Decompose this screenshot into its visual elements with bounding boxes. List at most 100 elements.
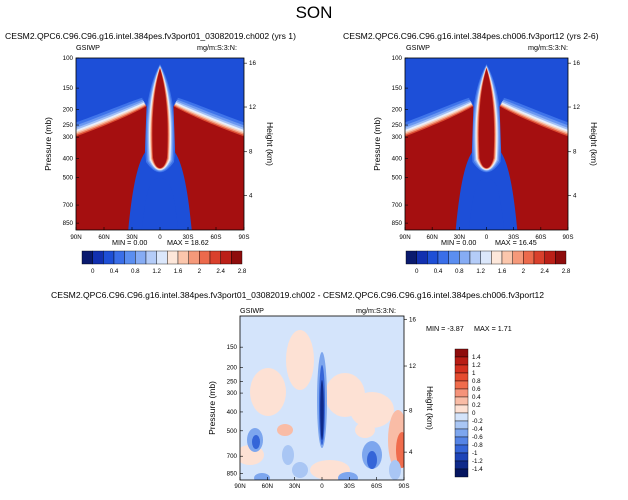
colorbar-abs-left-swatch-7 xyxy=(156,250,168,265)
panel3-warm-patch-1 xyxy=(286,330,314,390)
panel3-ytick-label-2: 250 xyxy=(227,379,238,386)
panel2-ytick-right-label-1: 12 xyxy=(573,104,580,111)
panel3-warm-patch-5 xyxy=(396,432,404,468)
panel3-plot-area xyxy=(240,316,404,480)
panel1-ytick-right-label-0: 16 xyxy=(249,60,256,67)
colorbar-abs-right-swatch-7 xyxy=(480,250,492,265)
colorbar-abs-right-swatch-1 xyxy=(416,250,428,265)
panel1-ytick-right-label-2: 8 xyxy=(249,149,253,156)
colorbar-abs-right-swatch-13 xyxy=(544,250,556,265)
panel2-center-gap xyxy=(468,178,505,230)
panel3-xtick-label-4: 30S xyxy=(344,483,355,490)
panel1-max-label: MAX = 18.62 xyxy=(167,238,209,247)
panel3-xtick-label-3: 0 xyxy=(320,483,324,490)
panel1-xtick-label-1: 60N xyxy=(98,234,109,241)
colorbar-abs-left-swatch-1 xyxy=(92,250,104,265)
colorbar-diff-label-6: 0.2 xyxy=(472,402,481,409)
panel1-ytick-label-3: 250 xyxy=(63,122,74,129)
panel3-max-label: MAX = 1.71 xyxy=(474,324,512,333)
panel1-xtick-label-3: 0 xyxy=(158,234,162,241)
colorbar-abs-right-swatch-5 xyxy=(459,250,471,265)
colorbar-abs-right-swatch-8 xyxy=(491,250,503,265)
panel3-left-label: GSIWP xyxy=(240,306,264,315)
panel3-warm-patch-8 xyxy=(277,424,293,436)
colorbar-abs-left-swatch-6 xyxy=(145,250,157,265)
colorbar-abs-right-label-0: 0 xyxy=(415,268,419,275)
panel3-ytick-right-label-3: 4 xyxy=(409,449,413,456)
colorbar-abs-right-label-7: 2.8 xyxy=(562,268,571,275)
panel3-xtick-label-2: 30N xyxy=(289,483,300,490)
panel2-ytick-label-2: 200 xyxy=(392,107,403,114)
colorbar-diff-label-1: 1.2 xyxy=(472,362,481,369)
panel1-ytick-label-2: 200 xyxy=(63,107,74,114)
colorbar-abs-left-swatch-11 xyxy=(199,250,211,265)
panel3-cold-patch-4 xyxy=(252,435,260,449)
panel3-min-label: MIN = -3.87 xyxy=(426,324,464,333)
colorbar-abs-left-label-0: 0 xyxy=(91,268,95,275)
panel3-ylabel: Pressure (mb) xyxy=(207,381,217,435)
colorbar-abs-right-label-2: 0.8 xyxy=(455,268,464,275)
panel2-ytick-label-1: 150 xyxy=(392,85,403,92)
panel1-xtick-label-5: 60S xyxy=(210,234,221,241)
colorbar-diff-label-13: -1.2 xyxy=(472,458,483,465)
panel3-ytick-right-label-1: 12 xyxy=(409,363,416,370)
colorbar-abs-left-label-6: 2.4 xyxy=(216,268,225,275)
panel1-center-gap xyxy=(141,178,179,230)
panel3-cold-patch-8 xyxy=(292,462,308,478)
panel3-xtick-label-0: 90N xyxy=(234,483,245,490)
colorbar-abs-right-label-5: 2 xyxy=(522,268,526,275)
colorbar-diff-label-14: -1.4 xyxy=(472,466,483,473)
colorbar-abs-left-swatch-5 xyxy=(135,250,147,265)
colorbar-abs-right-swatch-3 xyxy=(437,250,449,265)
panel2-xtick-label-2: 30N xyxy=(454,234,465,241)
panel1-ytick-right-label-3: 4 xyxy=(249,193,253,200)
colorbar-abs-left-swatch-0 xyxy=(81,250,93,265)
panel3-title: CESM2.QPC6.C96.C96.g16.intel.384pes.fv3p… xyxy=(51,290,545,300)
panel3-warm-patch-3 xyxy=(350,392,394,428)
colorbar-abs-right-label-4: 1.6 xyxy=(498,268,507,275)
panel1-plot-area xyxy=(76,58,244,230)
panel1-ytick-label-0: 100 xyxy=(63,55,74,62)
panel2-contour-left-7 xyxy=(405,106,474,230)
colorbar-diff-label-5: 0.4 xyxy=(472,394,481,401)
panel1-xtick-label-0: 90N xyxy=(70,234,81,241)
colorbar-diff-label-4: 0.6 xyxy=(472,386,481,393)
panel3-xtick-label-5: 60S xyxy=(371,483,382,490)
panel3-cold-patch-5 xyxy=(282,445,294,465)
panel3-cold-patch-10 xyxy=(389,460,401,480)
colorbar-abs-left-label-1: 0.4 xyxy=(110,268,119,275)
panel1-contour-center-7 xyxy=(152,68,168,169)
panel1-min-label: MIN = 0.00 xyxy=(112,238,148,247)
panel1-contour-left-7 xyxy=(76,106,147,230)
panel2-ytick-right-label-2: 8 xyxy=(573,149,577,156)
colorbar-abs-left-label-3: 1.2 xyxy=(152,268,161,275)
colorbar-abs-left-swatch-3 xyxy=(113,250,125,265)
colorbar-abs-left-swatch-8 xyxy=(167,250,179,265)
colorbar-abs-right-swatch-12 xyxy=(533,250,545,265)
colorbar-abs-left-swatch-12 xyxy=(209,250,221,265)
panel2-title: CESM2.QPC6.C96.C96.g16.intel.384pes.ch00… xyxy=(343,31,599,41)
panel1-ylabel-right: Height (km) xyxy=(265,122,275,166)
panel2-ytick-label-5: 400 xyxy=(392,156,403,163)
panel2-ytick-label-4: 300 xyxy=(392,134,403,141)
panel2-max-label: MAX = 16.45 xyxy=(495,238,537,247)
panel1-ytick-label-6: 500 xyxy=(63,175,74,182)
colorbar-abs-left-label-2: 0.8 xyxy=(131,268,140,275)
panel3-cold-patch-11 xyxy=(254,473,270,480)
page-title: SON xyxy=(295,3,333,22)
colorbar-diff-label-9: -0.4 xyxy=(472,426,483,433)
colorbar-diff-label-3: 0.8 xyxy=(472,378,481,385)
panel2-ylabel: Pressure (mb) xyxy=(372,117,382,171)
colorbar-abs-right-swatch-2 xyxy=(427,250,439,265)
panel2-ytick-right-label-3: 4 xyxy=(573,193,577,200)
panel3-ytick-label-1: 200 xyxy=(227,365,238,372)
panel3-cold-patch-9 xyxy=(338,472,358,480)
colorbar-abs-right-swatch-0 xyxy=(405,250,417,265)
colorbar-abs-left-label-5: 2 xyxy=(198,268,202,275)
colorbar-abs-left-label-4: 1.6 xyxy=(174,268,183,275)
colorbar-abs-right-swatch-9 xyxy=(501,250,513,265)
colorbar-abs-right-swatch-11 xyxy=(523,250,535,265)
